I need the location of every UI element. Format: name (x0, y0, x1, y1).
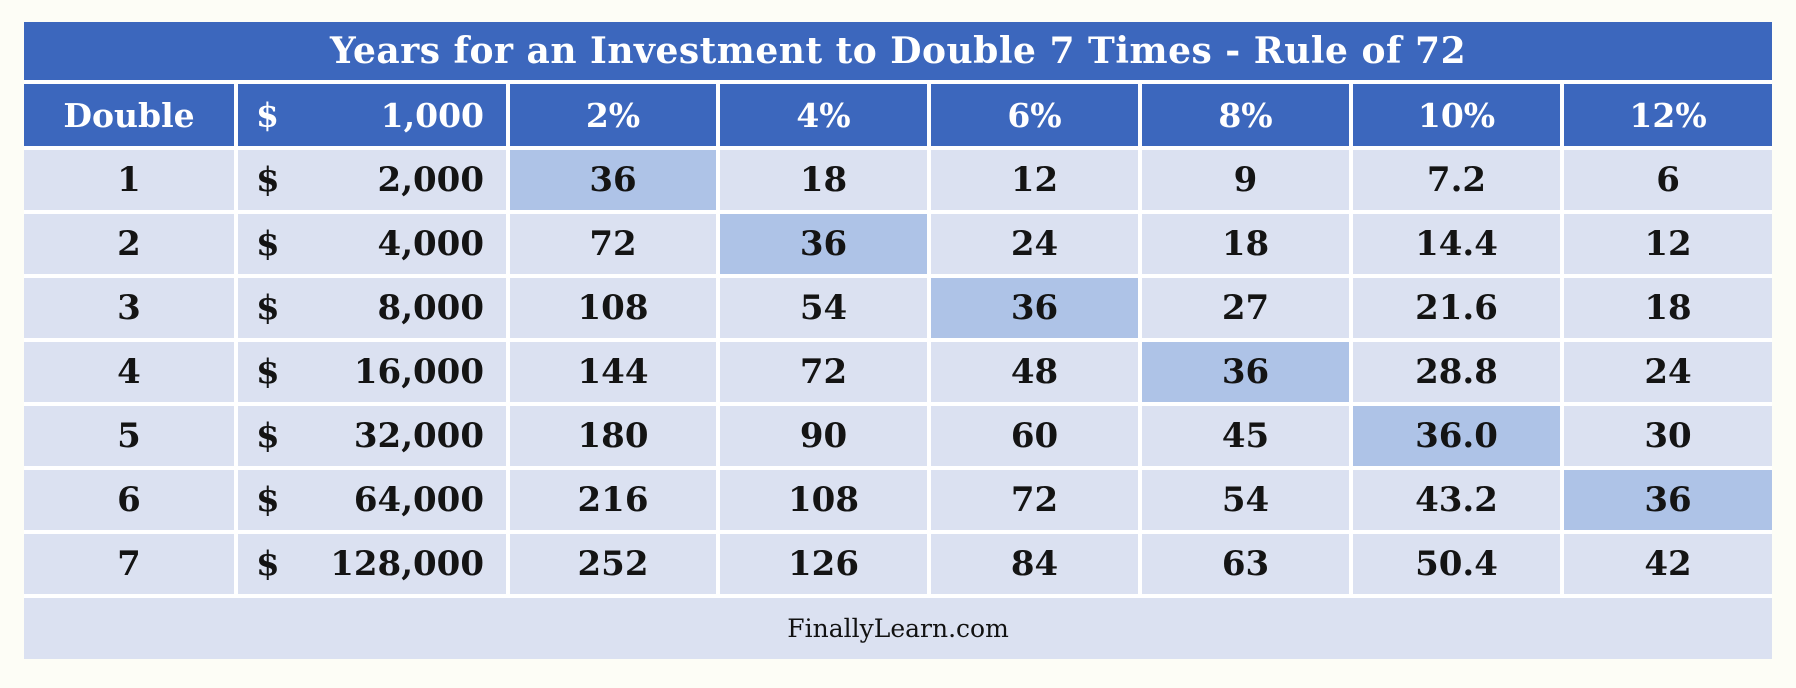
rate-cell: 54 (716, 274, 931, 342)
rate-cell: 72 (716, 338, 931, 406)
rate-cell-highlighted: 36 (927, 274, 1142, 342)
double-count-cell: 5 (24, 402, 238, 470)
amount-cell: $ 32,000 (234, 402, 510, 470)
header-rate-4pct: 4% (716, 80, 931, 150)
rate-cell: 14.4 (1349, 210, 1564, 278)
rule-of-72-table: Years for an Investment to Double 7 Time… (24, 22, 1773, 659)
amount-cell: $ 4,000 (234, 210, 510, 278)
rate-cell: 24 (1559, 338, 1773, 406)
amount-value: 16,000 (353, 352, 484, 392)
rate-cell: 180 (506, 402, 720, 470)
amount-value: 32,000 (353, 416, 484, 456)
rate-cell: 144 (506, 338, 720, 406)
investment-doubling-table: Years for an Investment to Double 7 Time… (24, 22, 1773, 659)
currency-symbol: $ (256, 544, 280, 584)
currency-symbol: $ (256, 160, 280, 200)
double-count-cell: 3 (24, 274, 238, 342)
rate-cell: 45 (1138, 402, 1353, 470)
amount-value: 2,000 (377, 160, 484, 200)
source-attribution: FinallyLearn.com (24, 594, 1773, 659)
currency-symbol: $ (256, 352, 280, 392)
rate-cell-highlighted: 36 (506, 146, 720, 214)
rate-cell: 24 (927, 210, 1142, 278)
currency-symbol: $ (256, 95, 279, 135)
rate-cell: 90 (716, 402, 931, 470)
amount-value: 128,000 (330, 544, 484, 584)
table-header-row: Double $ 1,000 2% 4% 6% 8% 10% 12% (24, 80, 1773, 150)
table-footer-row: FinallyLearn.com (24, 594, 1773, 659)
currency-symbol: $ (256, 288, 280, 328)
currency-symbol: $ (256, 480, 280, 520)
amount-value: 4,000 (377, 224, 484, 264)
header-double: Double (24, 80, 238, 150)
double-count-cell: 1 (24, 146, 238, 214)
rate-cell: 84 (927, 530, 1142, 598)
header-rate-6pct: 6% (927, 80, 1142, 150)
rate-cell-highlighted: 36 (716, 210, 931, 278)
rate-cell: 50.4 (1349, 530, 1564, 598)
rate-cell-highlighted: 36 (1559, 466, 1773, 534)
header-rate-10pct: 10% (1349, 80, 1564, 150)
rate-cell: 48 (927, 338, 1142, 406)
table-row: 7 $ 128,000 252 126 84 63 50.4 42 (24, 530, 1773, 598)
rate-cell: 27 (1138, 274, 1353, 342)
table-row: 3 $ 8,000 108 54 36 27 21.6 18 (24, 274, 1773, 342)
rate-cell: 108 (506, 274, 720, 342)
table-row: 5 $ 32,000 180 90 60 45 36.0 30 (24, 402, 1773, 470)
amount-value: 8,000 (377, 288, 484, 328)
rate-cell: 252 (506, 530, 720, 598)
rate-cell: 63 (1138, 530, 1353, 598)
rate-cell: 108 (716, 466, 931, 534)
rate-cell: 12 (927, 146, 1142, 214)
header-rate-2pct: 2% (506, 80, 720, 150)
table-row: 2 $ 4,000 72 36 24 18 14.4 12 (24, 210, 1773, 278)
rate-cell: 30 (1559, 402, 1773, 470)
table-row: 6 $ 64,000 216 108 72 54 43.2 36 (24, 466, 1773, 534)
rate-cell: 28.8 (1349, 338, 1564, 406)
rate-cell: 42 (1559, 530, 1773, 598)
currency-symbol: $ (256, 416, 280, 456)
rate-cell: 9 (1138, 146, 1353, 214)
table-row: 4 $ 16,000 144 72 48 36 28.8 24 (24, 338, 1773, 406)
amount-cell: $ 64,000 (234, 466, 510, 534)
amount-cell: $ 2,000 (234, 146, 510, 214)
rate-cell: 72 (506, 210, 720, 278)
rate-cell: 72 (927, 466, 1142, 534)
amount-cell: $ 16,000 (234, 338, 510, 406)
rate-cell: 126 (716, 530, 931, 598)
header-rate-8pct: 8% (1138, 80, 1353, 150)
rate-cell: 12 (1559, 210, 1773, 278)
amount-cell: $ 8,000 (234, 274, 510, 342)
header-rate-12pct: 12% (1559, 80, 1773, 150)
table-title: Years for an Investment to Double 7 Time… (24, 22, 1773, 84)
table-title-row: Years for an Investment to Double 7 Time… (24, 22, 1773, 84)
amount-cell: $ 128,000 (234, 530, 510, 598)
header-base-amount: $ 1,000 (234, 80, 510, 150)
rate-cell: 6 (1559, 146, 1773, 214)
rate-cell-highlighted: 36.0 (1349, 402, 1564, 470)
rate-cell: 18 (1559, 274, 1773, 342)
table-row: 1 $ 2,000 36 18 12 9 7.2 6 (24, 146, 1773, 214)
rate-cell: 54 (1138, 466, 1353, 534)
base-amount-value: 1,000 (380, 95, 484, 135)
rate-cell-highlighted: 36 (1138, 338, 1353, 406)
double-count-cell: 6 (24, 466, 238, 534)
rate-cell: 60 (927, 402, 1142, 470)
rate-cell: 43.2 (1349, 466, 1564, 534)
rate-cell: 18 (1138, 210, 1353, 278)
rate-cell: 7.2 (1349, 146, 1564, 214)
double-count-cell: 4 (24, 338, 238, 406)
amount-value: 64,000 (353, 480, 484, 520)
double-count-cell: 7 (24, 530, 238, 598)
rate-cell: 18 (716, 146, 931, 214)
rate-cell: 216 (506, 466, 720, 534)
double-count-cell: 2 (24, 210, 238, 278)
currency-symbol: $ (256, 224, 280, 264)
rate-cell: 21.6 (1349, 274, 1564, 342)
